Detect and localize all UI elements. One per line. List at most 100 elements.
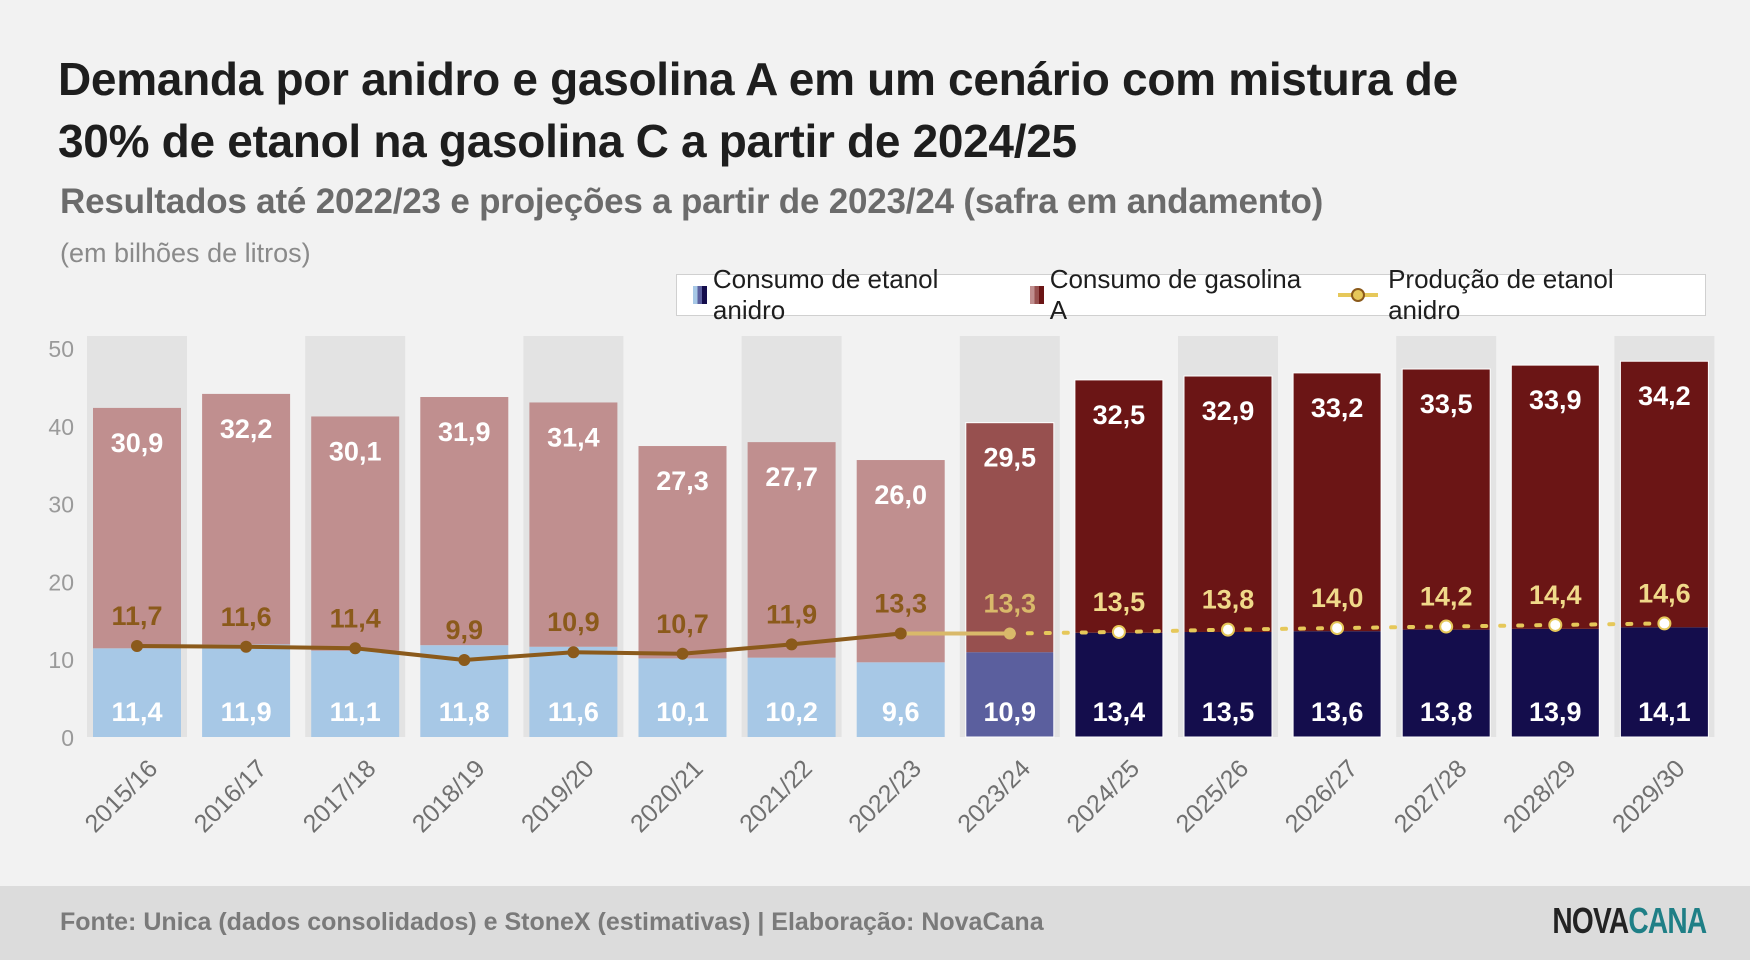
producao-line-segment (682, 642, 792, 656)
label-anidro: 13,4 (1093, 697, 1146, 727)
producao-line-segment (573, 650, 683, 656)
bar-outline (1510, 364, 1600, 738)
label-anidro: 13,6 (1311, 697, 1364, 727)
label-gasolina: 33,5 (1420, 389, 1473, 419)
producao-line-segment (1007, 629, 1121, 636)
bar-outline (965, 422, 1055, 738)
producao-point (1439, 619, 1454, 634)
label-producao: 11,9 (766, 599, 817, 629)
bar-anidro (1402, 629, 1491, 737)
producao-point (676, 647, 689, 660)
legend-line-producao (1338, 288, 1379, 302)
bar-anidro (93, 648, 181, 737)
producao-point (1111, 624, 1126, 639)
bar-gasolina (1293, 372, 1382, 632)
bar-gasolina (420, 397, 509, 646)
logo-part-cana: CANA (1628, 900, 1707, 941)
producao-line-segment (1553, 621, 1667, 627)
x-tick-label: 2029/30 (1607, 754, 1691, 838)
label-gasolina: 31,4 (547, 422, 600, 452)
label-producao: 11,7 (111, 601, 162, 631)
label-anidro: 13,9 (1529, 697, 1582, 727)
producao-point (1221, 622, 1235, 637)
bar-anidro (1293, 631, 1382, 737)
producao-line-segment (1335, 624, 1449, 631)
label-gasolina: 30,9 (111, 428, 164, 458)
x-tick-label: 2016/17 (189, 754, 273, 838)
legend-swatch-gasolina (1029, 286, 1044, 304)
legend-item-anidro: Consumo de etanol anidro (693, 264, 1016, 326)
bar-gasolina (1402, 369, 1491, 630)
label-anidro: 9,6 (882, 697, 920, 727)
producao-line-segment (1116, 627, 1230, 634)
label-gasolina: 27,3 (656, 466, 709, 496)
label-gasolina: 29,5 (984, 443, 1037, 473)
y-tick-label: 20 (48, 569, 74, 595)
label-anidro: 11,9 (221, 697, 272, 727)
label-anidro: 13,8 (1420, 697, 1473, 727)
bar-gasolina (1511, 365, 1600, 629)
x-tick-label: 2017/18 (298, 754, 382, 838)
label-producao: 13,3 (874, 589, 927, 619)
x-tick-label: 2022/23 (843, 754, 927, 838)
logo-part-nova: NOVA (1552, 900, 1629, 941)
x-tick-label: 2024/25 (1061, 754, 1145, 838)
producao-line-segment (464, 650, 574, 662)
x-tick-label: 2028/29 (1498, 754, 1582, 838)
y-tick-label: 0 (61, 725, 74, 751)
bar-gasolina (1184, 376, 1272, 632)
x-tick-label: 2018/19 (407, 754, 491, 838)
x-tick-label: 2027/28 (1389, 754, 1473, 838)
producao-point (1003, 627, 1016, 640)
legend-item-gasolina: Consumo de gasolina A (1029, 264, 1323, 326)
legend-item-producao: Produção de etanol anidro (1336, 264, 1691, 326)
bar-gasolina (529, 402, 618, 647)
label-anidro: 13,5 (1202, 697, 1255, 727)
bar-anidro (1620, 627, 1709, 737)
bar-outline (1292, 372, 1382, 738)
legend-label-gasolina: Consumo de gasolina A (1049, 264, 1302, 325)
bar-outline (1183, 375, 1273, 738)
label-anidro: 11,6 (548, 697, 599, 727)
producao-point (349, 642, 362, 655)
producao-line-segment (136, 643, 247, 649)
x-tick-label: 2025/26 (1171, 754, 1255, 838)
chart-title: Demanda por anidro e gasolina A em um ce… (58, 53, 1458, 167)
label-producao: 14,2 (1420, 582, 1473, 612)
label-producao: 14,0 (1311, 583, 1364, 613)
label-producao: 10,9 (547, 607, 600, 637)
footer: Fonte: Unica (dados consolidados) e Ston… (0, 886, 1750, 960)
x-tick-label: 2026/27 (1280, 754, 1364, 838)
bar-anidro (638, 658, 727, 737)
producao-point (785, 638, 798, 651)
chart-subtitle: Resultados até 2022/23 e projeções a par… (60, 182, 1324, 221)
bar-anidro (965, 652, 1054, 737)
chart-plot: 0 10 20 30 40 50 11,4 30,9 11,7 11,9 32,2 11,6 11,1 3… (48, 336, 1715, 838)
bar-gasolina (311, 416, 400, 651)
bar-anidro (1511, 628, 1600, 737)
y-tick-label: 30 (48, 492, 74, 518)
label-anidro: 11,4 (111, 697, 162, 727)
x-tick-label: 2023/24 (952, 754, 1036, 838)
bar-anidro (747, 657, 836, 737)
producao-point (894, 627, 907, 640)
bar-gasolina (638, 446, 727, 659)
bar-outline (1401, 368, 1491, 738)
label-producao: 11,4 (330, 603, 381, 633)
bar-anidro (311, 650, 400, 737)
bar-gasolina (1620, 361, 1709, 628)
legend-label-anidro: Consumo de etanol anidro (712, 264, 939, 325)
label-gasolina: 34,2 (1638, 381, 1691, 411)
label-anidro: 10,9 (984, 697, 1037, 727)
bar-gasolina (93, 407, 181, 649)
label-gasolina: 33,9 (1529, 385, 1582, 415)
label-gasolina: 30,1 (329, 436, 382, 466)
producao-line-segment (354, 646, 465, 662)
x-tick-label: 2019/20 (516, 754, 600, 838)
label-anidro: 14,1 (1638, 697, 1691, 727)
bar-anidro (856, 662, 945, 737)
producao-point (1548, 617, 1563, 632)
label-producao: 10,7 (656, 609, 709, 639)
label-gasolina: 27,7 (765, 462, 818, 492)
bar-anidro (1184, 631, 1272, 737)
